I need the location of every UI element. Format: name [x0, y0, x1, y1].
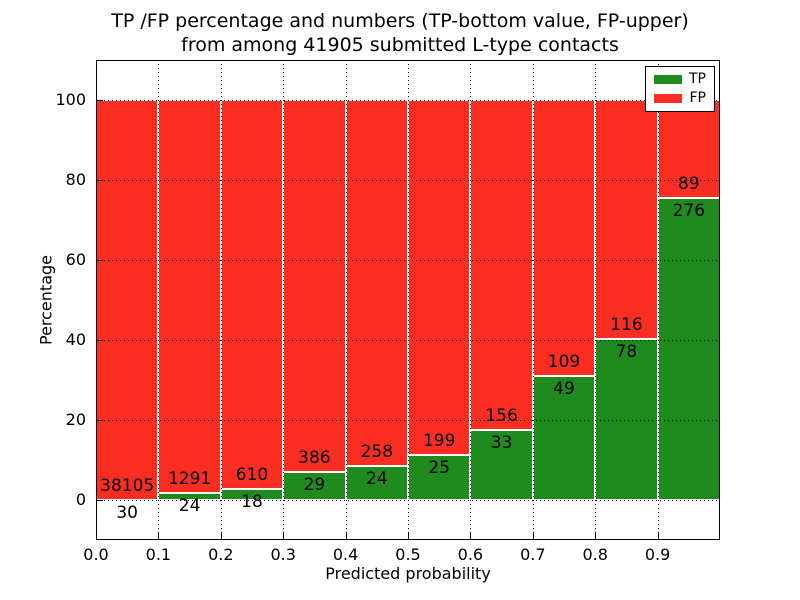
x-tick-label: 0.7 [520, 545, 546, 564]
tp-count-label: 33 [490, 433, 513, 454]
bar-fp-segment [283, 100, 346, 473]
tp-count-label: 18 [241, 491, 263, 512]
y-tickmark [97, 420, 103, 421]
x-tickmark [283, 533, 285, 539]
bar-tp-segment [657, 197, 720, 500]
x-tick-label: 0.8 [582, 545, 608, 564]
bar-fp-segment [595, 100, 658, 340]
bar-tp-segment [345, 465, 408, 500]
legend-entry-tp: TP [654, 72, 706, 87]
fp-count-label: 199 [422, 431, 456, 452]
chart-title: TP /FP percentage and numbers (TP-bottom… [70, 9, 730, 57]
fp-count-label: 38105 [100, 475, 155, 496]
tp-legend-swatch-icon [654, 75, 682, 85]
fp-count-label: 89 [677, 173, 700, 194]
bar-tp-segment [595, 339, 658, 500]
x-tickmark [345, 533, 347, 539]
y-tick-label: 0 [75, 490, 86, 509]
legend-label-fp: FP [689, 89, 707, 106]
bar-fp-segment [220, 100, 284, 489]
y-tick-label: 40 [65, 330, 86, 349]
bar-fp-segment [408, 100, 471, 456]
x-gridline [220, 60, 222, 540]
tp-count-label: 24 [365, 468, 388, 489]
fp-count-label: 116 [610, 315, 643, 336]
tp-count-label: 29 [303, 475, 326, 496]
fp-count-label: 258 [360, 441, 394, 462]
x-tickmark [595, 533, 597, 539]
x-tickmark [532, 533, 534, 539]
tp-count-label: 49 [553, 378, 575, 399]
chart-title-line2: from among 41905 submitted L-type contac… [181, 34, 619, 56]
tp-count-label: 78 [615, 342, 638, 363]
x-tickmark [657, 533, 659, 539]
bar-fp-segment [158, 100, 221, 493]
y-tickmark [97, 340, 103, 341]
tp-count-label: 276 [672, 200, 706, 221]
x-tickmark [470, 533, 472, 539]
bar-tp-segment [470, 430, 533, 500]
x-tick-label: 0.4 [332, 545, 359, 564]
x-tickmark [158, 533, 160, 539]
x-gridline [595, 60, 597, 540]
y-tick-label: 60 [65, 250, 86, 269]
fp-count-label: 386 [298, 448, 331, 469]
x-tick-label: 0.2 [208, 545, 234, 564]
x-tick-label: 0.5 [395, 545, 421, 564]
x-tick-label: 0.1 [145, 545, 172, 564]
x-tickmark [96, 533, 97, 539]
y-tickmark [97, 260, 103, 261]
x-gridline [158, 60, 160, 540]
x-tick-label: 0.6 [457, 545, 484, 564]
legend-entry-fp: FP [654, 89, 707, 106]
x-gridline [470, 60, 472, 540]
legend-label-tp: TP [689, 71, 706, 88]
y-tick-label: 20 [65, 410, 86, 429]
y-tick-label: 100 [55, 90, 86, 109]
x-gridline [408, 60, 409, 540]
fp-count-label: 1291 [167, 468, 212, 489]
tp-count-label: 24 [178, 495, 201, 516]
x-tick-label: 0.0 [83, 545, 109, 564]
legend: TP FP [645, 66, 715, 112]
chart-title-line1: TP /FP percentage and numbers (TP-bottom… [111, 10, 689, 32]
fp-count-label: 156 [485, 406, 518, 427]
x-gridline [283, 60, 285, 540]
bar-tp-segment [408, 455, 471, 500]
y-tickmark [97, 500, 103, 501]
x-tickmark [220, 533, 222, 539]
bar-fp-segment [345, 100, 408, 466]
fp-count-label: 610 [235, 464, 269, 485]
x-gridline [532, 60, 534, 540]
x-axis-label: Predicted probability [325, 564, 491, 583]
tp-count-label: 25 [428, 458, 451, 479]
y-tick-label: 80 [65, 170, 86, 189]
bar-fp-segment [470, 100, 533, 431]
fp-legend-swatch-icon [654, 93, 682, 103]
y-tickmark [97, 100, 103, 101]
x-tick-label: 0.3 [270, 545, 296, 564]
bar-fp-segment [96, 100, 159, 500]
x-gridline [657, 60, 659, 540]
x-tick-label: 0.9 [644, 545, 671, 564]
x-tickmark [408, 533, 409, 539]
fp-count-label: 109 [547, 351, 581, 372]
bar-fp-segment [532, 100, 596, 376]
x-gridline [345, 60, 347, 540]
y-tickmark [97, 180, 103, 181]
bar-tp-segment [532, 375, 596, 500]
tp-count-label: 30 [116, 502, 139, 523]
